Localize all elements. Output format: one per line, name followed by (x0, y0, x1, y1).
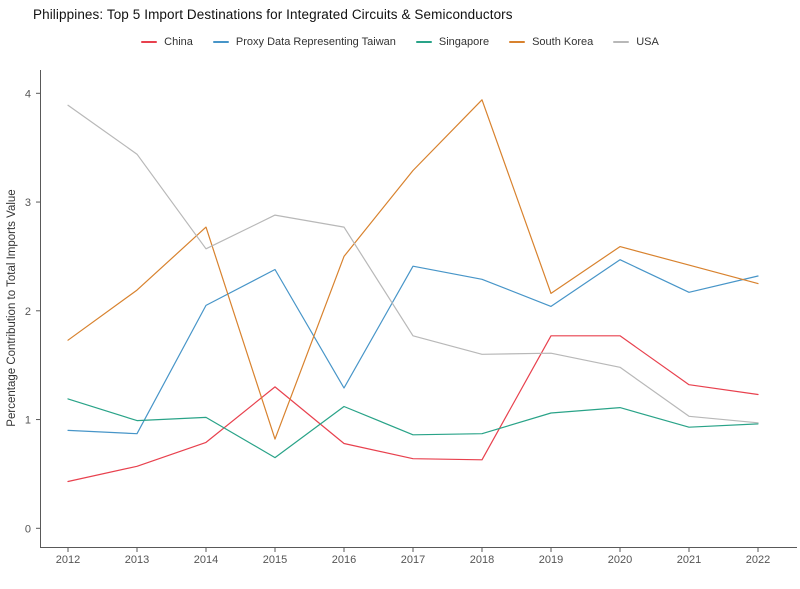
x-tick-label: 2013 (125, 554, 149, 566)
legend-item-usa: USA (613, 36, 659, 48)
series-line-south-korea (67, 99, 759, 440)
y-tick-label: 2 (25, 306, 31, 318)
series-layer (67, 99, 759, 483)
legend-item-singapore: Singapore (415, 36, 490, 48)
x-tick-label: 2012 (56, 554, 80, 566)
legend-label-usa: USA (636, 36, 659, 48)
x-tick-label: 2019 (539, 554, 563, 566)
axes-layer: 0 1 2 3 4 2012 2013 2014 2015 2016 2017 2018 2019 202… (25, 70, 797, 566)
legend-label-singapore: Singapore (438, 36, 490, 48)
legend-label-taiwan: Proxy Data Representing Taiwan (235, 36, 396, 48)
legend-key-china-icon (141, 41, 158, 43)
y-axis-title: Percentage Contribution to Total Imports… (6, 189, 18, 426)
legend-item-south-korea: South Korea (509, 36, 593, 48)
legend-key-usa-icon (613, 41, 630, 43)
x-tick-label: 2015 (263, 554, 287, 566)
series-line-singapore (67, 398, 759, 459)
chart-title: Philippines: Top 5 Import Destinations f… (33, 7, 513, 22)
series-line-proxy-data-representing-taiwan (67, 259, 759, 435)
x-tick-label: 2020 (608, 554, 632, 566)
x-tick-label: 2022 (746, 554, 770, 566)
legend-item-china: China (141, 36, 193, 48)
series-line-china (67, 335, 759, 483)
x-tick-label: 2017 (401, 554, 425, 566)
legend-key-singapore-icon (415, 41, 432, 43)
legend: China Proxy Data Representing Taiwan Sin… (0, 36, 800, 48)
legend-label-china: China (164, 36, 193, 48)
y-tick-label: 3 (25, 197, 31, 209)
x-tick-label: 2021 (677, 554, 701, 566)
series-line-usa (67, 104, 759, 424)
y-tick-label: 4 (25, 88, 31, 100)
y-tick-label: 0 (25, 523, 31, 535)
x-tick-label: 2018 (470, 554, 494, 566)
x-tick-label: 2016 (332, 554, 356, 566)
legend-item-taiwan: Proxy Data Representing Taiwan (212, 36, 396, 48)
legend-label-south-korea: South Korea (532, 36, 594, 48)
x-tick-label: 2014 (194, 554, 218, 566)
y-tick-label: 1 (25, 415, 31, 427)
legend-key-south-korea-icon (509, 41, 526, 43)
legend-key-taiwan-icon (212, 41, 229, 43)
